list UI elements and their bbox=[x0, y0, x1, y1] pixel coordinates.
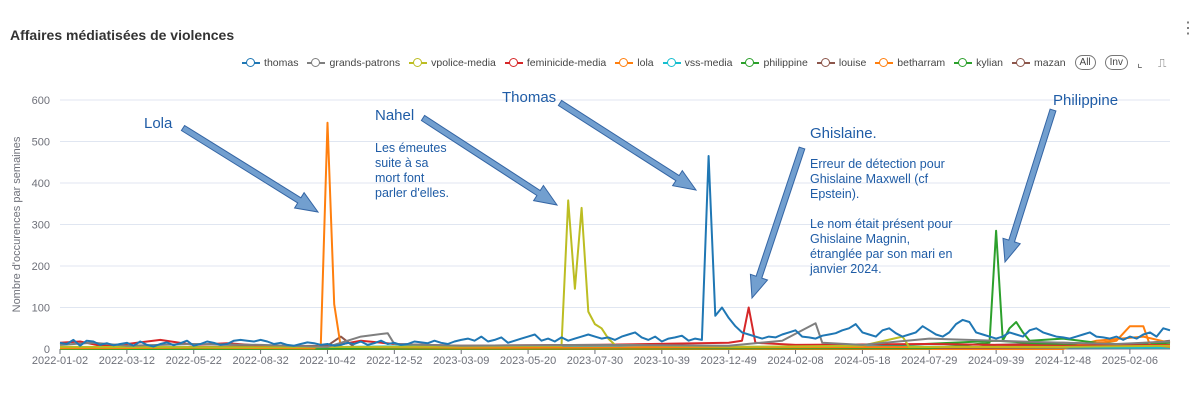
legend-item-louise[interactable]: louise bbox=[816, 56, 867, 69]
legend-marker-icon bbox=[816, 57, 835, 68]
y-tick-label: 200 bbox=[32, 261, 50, 273]
legend-item-lola[interactable]: lola bbox=[615, 56, 654, 69]
legend-marker-icon bbox=[954, 57, 973, 68]
legend-label: thomas bbox=[264, 56, 299, 69]
legend-marker-icon bbox=[1012, 57, 1031, 68]
legend-label: louise bbox=[838, 56, 867, 69]
legend-item-kylian[interactable]: kylian bbox=[954, 57, 1003, 69]
x-tick-label: 2024-05-18 bbox=[834, 355, 890, 367]
legend-item-feminicide-media[interactable]: feminicide-media bbox=[504, 56, 607, 69]
x-tick-label: 2022-12-52 bbox=[366, 355, 422, 367]
y-tick-label: 600 bbox=[32, 95, 50, 107]
legend-marker-icon bbox=[409, 57, 428, 68]
annotation-title: Thomas bbox=[502, 89, 556, 106]
annotation-arrow-icon bbox=[180, 124, 320, 213]
legend-label: kylian bbox=[976, 56, 1004, 69]
x-tick-label: 2022-01-02 bbox=[32, 355, 88, 367]
legend-item-thomas[interactable]: thomas bbox=[242, 57, 298, 69]
legend-label: feminicide-media bbox=[526, 56, 607, 69]
annotation-text: parler d'elles. bbox=[375, 186, 449, 200]
legend-marker-icon bbox=[662, 57, 681, 68]
y-axis-label: Nombre d'occurences par semaines bbox=[11, 136, 23, 312]
annotation-text: Ghislaine Magnin, bbox=[810, 232, 910, 246]
x-tick-label: 2024-02-08 bbox=[767, 355, 823, 367]
legend: thomas grands-patrons vpolice-media feminic… bbox=[242, 55, 1170, 70]
legend-item-vpolice-media[interactable]: vpolice-media bbox=[409, 57, 496, 69]
x-tick-label: 2023-12-49 bbox=[701, 355, 757, 367]
x-tick-label: 2022-10-42 bbox=[299, 355, 355, 367]
legend-label: vpolice-media bbox=[431, 56, 496, 69]
x-tick-label: 2024-07-29 bbox=[901, 355, 957, 367]
y-tick-label: 0 bbox=[44, 344, 50, 356]
x-tick-label: 2023-07-30 bbox=[567, 355, 623, 367]
annotation-arrow-icon bbox=[749, 146, 806, 300]
x-tick-label: 2023-03-09 bbox=[433, 355, 489, 367]
legend-label: philippine bbox=[763, 56, 808, 69]
legend-marker-icon bbox=[242, 57, 261, 68]
chart-title: Affaires médiatisées de violences bbox=[10, 27, 235, 43]
x-tick-label: 2022-03-12 bbox=[99, 355, 155, 367]
x-tick-label: 2025-02-06 bbox=[1102, 355, 1158, 367]
legend-label: betharram bbox=[897, 56, 946, 69]
legend-item-vss-media[interactable]: vss-media bbox=[662, 56, 733, 69]
annotation-text: suite à sa bbox=[375, 156, 429, 170]
y-tick-label: 100 bbox=[32, 303, 50, 315]
legend-invert-button[interactable]: Inv bbox=[1104, 55, 1128, 70]
legend-marker-icon bbox=[307, 57, 326, 68]
zoom-reset-icon[interactable]: ⎍ bbox=[1158, 55, 1167, 70]
annotation-arrow-icon bbox=[420, 114, 559, 206]
annotation-title: Ghislaine. bbox=[810, 125, 877, 142]
annotation-title: Lola bbox=[144, 115, 173, 132]
annotation-text: mort font bbox=[375, 171, 425, 185]
legend-label: lola bbox=[637, 56, 654, 69]
zoom-select-icon[interactable]: ⌞ bbox=[1137, 55, 1143, 70]
legend-label: vss-media bbox=[684, 56, 733, 69]
series-line-vpolice-media bbox=[59, 199, 1171, 349]
annotation-text: Les émeutes bbox=[375, 141, 447, 155]
x-tick-label: 2022-08-32 bbox=[232, 355, 288, 367]
annotation-text: janvier 2024. bbox=[809, 262, 882, 276]
annotation-arrow-icon bbox=[557, 99, 698, 191]
annotation-text: Epstein). bbox=[810, 187, 859, 201]
legend-marker-icon bbox=[741, 57, 760, 68]
legend-label: mazan bbox=[1034, 56, 1066, 69]
x-tick-label: 2024-09-39 bbox=[968, 355, 1024, 367]
annotation-title: Philippine bbox=[1053, 92, 1118, 109]
y-tick-label: 300 bbox=[32, 220, 50, 232]
annotation-text: Erreur de détection pour bbox=[810, 157, 945, 171]
x-tick-label: 2023-10-39 bbox=[634, 355, 690, 367]
annotation-text: étranglée par son mari en bbox=[810, 247, 952, 261]
y-tick-label: 500 bbox=[32, 137, 50, 149]
legend-marker-icon bbox=[615, 57, 634, 68]
legend-item-grands-patrons[interactable]: grands-patrons bbox=[307, 57, 400, 69]
legend-item-betharram[interactable]: betharram bbox=[875, 57, 945, 69]
legend-marker-icon bbox=[875, 57, 894, 68]
x-tick-label: 2022-05-22 bbox=[166, 355, 222, 367]
legend-item-mazan[interactable]: mazan bbox=[1012, 57, 1066, 69]
annotation-text: Le nom était présent pour bbox=[810, 217, 952, 231]
series-line-thomas bbox=[59, 155, 1171, 348]
legend-label: grands-patrons bbox=[329, 56, 401, 69]
annotation-arrow-icon bbox=[1002, 108, 1057, 264]
annotation-title: Nahel bbox=[375, 107, 414, 124]
x-tick-label: 2023-05-20 bbox=[500, 355, 556, 367]
x-tick-label: 2024-12-48 bbox=[1035, 355, 1091, 367]
annotation-text: Ghislaine Maxwell (cf bbox=[810, 172, 929, 186]
legend-marker-icon bbox=[504, 57, 523, 68]
legend-item-philippine[interactable]: philippine bbox=[741, 56, 808, 69]
legend-all-button[interactable]: All bbox=[1074, 55, 1096, 70]
y-tick-label: 400 bbox=[32, 178, 50, 190]
